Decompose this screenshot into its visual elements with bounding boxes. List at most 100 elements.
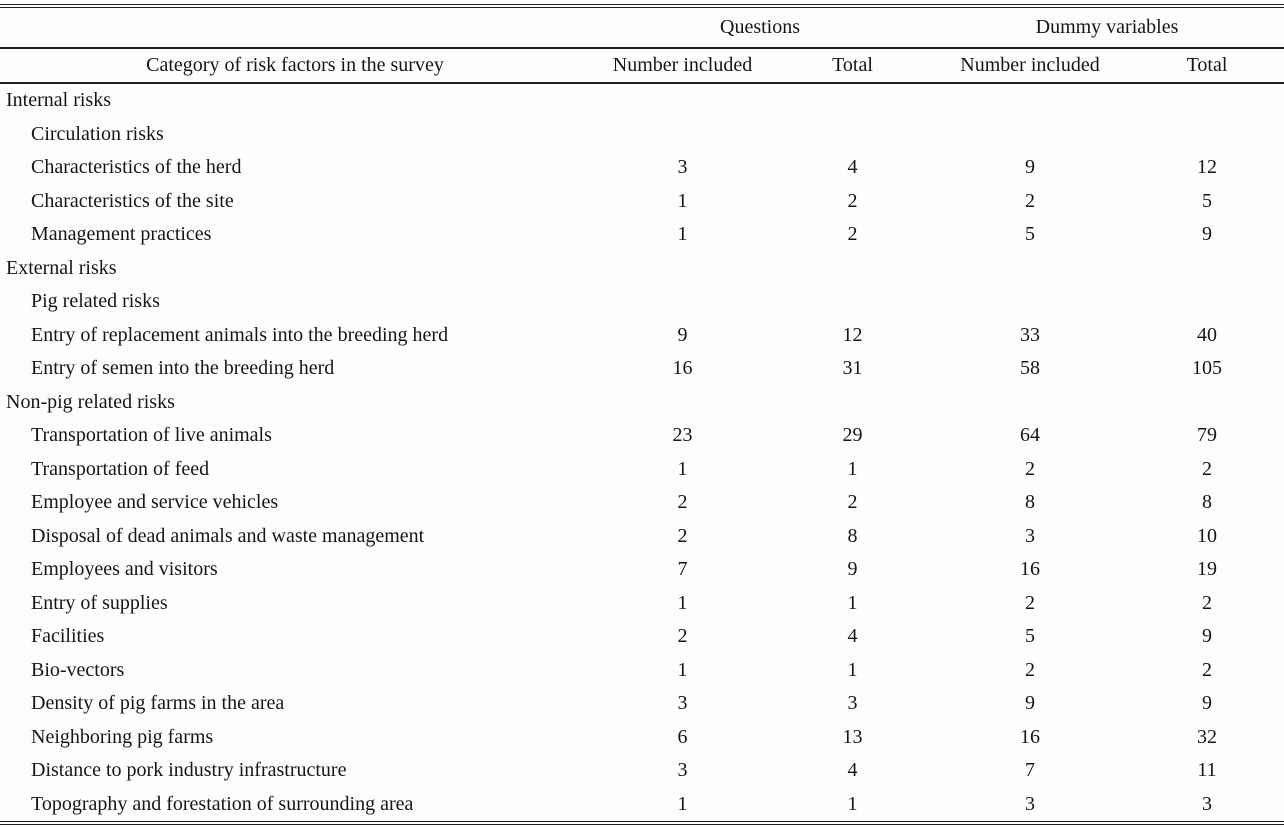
column-header-row: Category of risk factors in the survey N… <box>0 48 1284 84</box>
value-cell: 5 <box>1025 625 1035 648</box>
value-cell <box>775 252 930 286</box>
category-column-header: Category of risk factors in the survey <box>0 48 590 84</box>
value-cell: 7 <box>677 558 688 581</box>
value-cell: 3 <box>1202 792 1212 815</box>
value-cell: 79 <box>1197 424 1217 447</box>
table-row: External risks <box>0 252 1284 286</box>
table-row: Non-pig related risks <box>0 386 1284 420</box>
value-cell <box>930 118 1130 152</box>
value-cell <box>775 83 930 118</box>
category-cell: Topography and forestation of surroundin… <box>31 792 414 815</box>
value-cell: 1 <box>847 591 858 614</box>
value-cell <box>1130 83 1284 118</box>
value-cell: 105 <box>1192 357 1222 380</box>
questions-total-header: Total <box>775 48 930 84</box>
value-cell: 8 <box>1202 491 1212 514</box>
category-cell: Management practices <box>31 223 212 246</box>
questions-number-included-header: Number included <box>590 48 775 84</box>
table-row: Management practices 1 2 5 9 <box>0 218 1284 252</box>
value-cell <box>590 285 775 319</box>
value-cell: 4 <box>847 759 858 782</box>
category-cell: External risks <box>6 256 117 279</box>
dummy-variables-group-header: Dummy variables <box>930 6 1284 49</box>
value-cell: 3 <box>677 759 688 782</box>
category-cell: Facilities <box>31 625 105 648</box>
table-row: Entry of supplies 1 1 2 2 <box>0 587 1284 621</box>
category-cell: Distance to pork industry infrastructure <box>31 759 347 782</box>
value-cell: 32 <box>1197 725 1217 748</box>
category-cell: Density of pig farms in the area <box>31 692 285 715</box>
value-cell: 2 <box>677 491 688 514</box>
category-cell: Employees and visitors <box>31 558 218 581</box>
table-header: Questions Dummy variables Category of ri… <box>0 6 1284 84</box>
value-cell <box>590 386 775 420</box>
value-cell: 1 <box>847 457 858 480</box>
value-cell <box>1130 386 1284 420</box>
category-cell: Employee and service vehicles <box>31 491 279 514</box>
value-cell: 2 <box>847 491 858 514</box>
value-cell <box>590 118 775 152</box>
table-row: Facilities 2 4 5 9 <box>0 620 1284 654</box>
value-cell: 3 <box>1025 524 1035 547</box>
value-cell: 9 <box>1202 625 1212 648</box>
value-cell: 1 <box>677 223 688 246</box>
table-row: Pig related risks <box>0 285 1284 319</box>
value-cell <box>1130 118 1284 152</box>
value-cell: 16 <box>1020 725 1040 748</box>
category-cell: Circulation risks <box>31 122 164 145</box>
category-cell: Entry of replacement animals into the br… <box>31 323 449 346</box>
value-cell: 40 <box>1197 323 1217 346</box>
value-cell: 8 <box>1025 491 1035 514</box>
value-cell: 2 <box>847 223 858 246</box>
category-cell: Pig related risks <box>31 290 160 313</box>
value-cell <box>930 83 1130 118</box>
value-cell: 9 <box>1202 692 1212 715</box>
table-row: Density of pig farms in the area 3 3 9 9 <box>0 687 1284 721</box>
value-cell <box>1130 252 1284 286</box>
table-row: Transportation of live animals 23 29 64 … <box>0 419 1284 453</box>
table-body: Internal risks Circulation risks Charact… <box>0 83 1284 823</box>
value-cell: 58 <box>1020 357 1040 380</box>
value-cell: 1 <box>677 189 688 212</box>
table-row: Neighboring pig farms 6 13 16 32 <box>0 721 1284 755</box>
value-cell: 1 <box>847 658 858 681</box>
table-row: Employee and service vehicles 2 2 8 8 <box>0 486 1284 520</box>
category-cell: Non-pig related risks <box>6 390 175 413</box>
value-cell: 6 <box>677 725 688 748</box>
value-cell <box>930 386 1130 420</box>
table-row: Characteristics of the site 1 2 2 5 <box>0 185 1284 219</box>
value-cell: 2 <box>1025 457 1035 480</box>
table-row: Characteristics of the herd 3 4 9 12 <box>0 151 1284 185</box>
value-cell: 8 <box>847 524 858 547</box>
value-cell: 1 <box>677 591 688 614</box>
value-cell: 12 <box>1197 156 1217 179</box>
value-cell: 13 <box>842 725 863 748</box>
dummy-total-header: Total <box>1130 48 1284 84</box>
value-cell: 3 <box>677 692 688 715</box>
value-cell <box>590 252 775 286</box>
group-header-row: Questions Dummy variables <box>0 6 1284 49</box>
value-cell: 11 <box>1197 759 1217 782</box>
value-cell: 1 <box>847 792 858 815</box>
value-cell <box>930 252 1130 286</box>
empty-header-cell <box>0 6 590 49</box>
dummy-number-included-header: Number included <box>930 48 1130 84</box>
value-cell <box>1130 285 1284 319</box>
category-cell: Entry of semen into the breeding herd <box>31 357 335 380</box>
value-cell: 33 <box>1020 323 1040 346</box>
table-row: Entry of semen into the breeding herd 16… <box>0 352 1284 386</box>
value-cell: 2 <box>677 625 688 648</box>
table-row: Internal risks <box>0 83 1284 118</box>
value-cell: 2 <box>1025 189 1035 212</box>
value-cell: 2 <box>1025 591 1035 614</box>
value-cell: 3 <box>1025 792 1035 815</box>
value-cell <box>590 83 775 118</box>
value-cell: 4 <box>847 625 858 648</box>
risk-factors-table: Questions Dummy variables Category of ri… <box>0 4 1284 825</box>
value-cell: 31 <box>842 357 863 380</box>
value-cell: 2 <box>1025 658 1035 681</box>
value-cell: 3 <box>677 156 688 179</box>
value-cell <box>775 386 930 420</box>
value-cell: 4 <box>847 156 858 179</box>
